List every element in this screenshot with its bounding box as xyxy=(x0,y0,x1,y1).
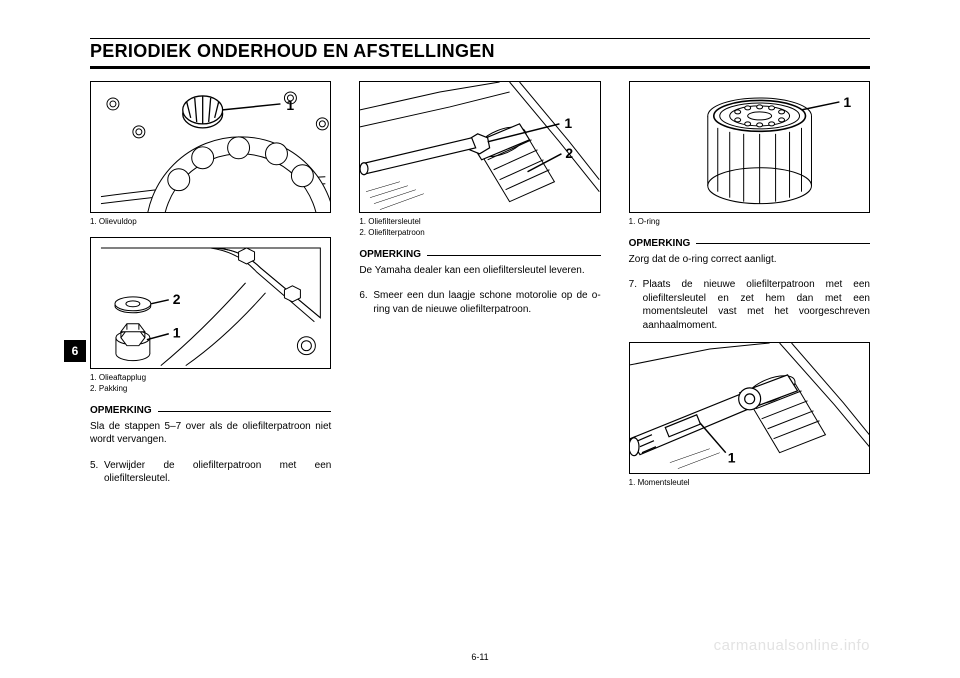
svg-text:1: 1 xyxy=(727,450,735,466)
step-6: 6.Smeer een dun laagje schone motor­olie… xyxy=(373,289,600,316)
column-1: 1 1. Olievuldop xyxy=(90,81,331,498)
svg-text:1: 1 xyxy=(173,325,181,341)
figure-torque-wrench-caption: 1. Momentsleutel xyxy=(629,478,870,488)
step-list: 6.Smeer een dun laagje schone motor­olie… xyxy=(359,289,600,316)
figure-filter-wrench: 1 2 xyxy=(359,81,600,213)
step-7: 7.Plaats de nieuwe oliefilterpatroon met… xyxy=(643,278,870,332)
note-heading: OPMERKING xyxy=(90,404,331,418)
svg-text:1: 1 xyxy=(843,94,851,110)
step-list: 5.Verwijder de oliefilterpatroon met een… xyxy=(90,459,331,486)
chapter-tab: 6 xyxy=(64,340,86,362)
column-3: 1 1. O-ring OPMERKING Zorg dat de o-ring… xyxy=(629,81,870,498)
page-number: 6-11 xyxy=(0,652,960,662)
figure-filter-wrench-caption: 1. Oliefiltersleutel 2. Oliefilterpatroo… xyxy=(359,217,600,239)
figure-o-ring: 1 xyxy=(629,81,870,213)
note-body: De Yamaha dealer kan een oliefiltersleut… xyxy=(359,264,600,278)
step-list: 7.Plaats de nieuwe oliefilterpatroon met… xyxy=(629,278,870,332)
note-body: Sla de stappen 5–7 over als de oliefilte… xyxy=(90,420,331,447)
figure-drain-plug: 2 1 xyxy=(90,237,331,369)
step-5: 5.Verwijder de oliefilterpatroon met een… xyxy=(104,459,331,486)
figure-oil-cap-caption: 1. Olievuldop xyxy=(90,217,331,227)
content-columns: 1 1. Olievuldop xyxy=(90,81,870,498)
figure-drain-plug-caption: 1. Olieaftapplug 2. Pakking xyxy=(90,373,331,395)
figure-oil-cap: 1 xyxy=(90,81,331,213)
note-heading: OPMERKING xyxy=(359,248,600,262)
figure-torque-wrench: 1 xyxy=(629,342,870,474)
note-heading: OPMERKING xyxy=(629,237,870,251)
chapter-number: 6 xyxy=(72,344,79,358)
note-body: Zorg dat de o-ring correct aanligt. xyxy=(629,253,870,267)
column-2: 1 2 1. Oliefiltersleutel 2. Oliefilterpa… xyxy=(359,81,600,498)
svg-text:2: 2 xyxy=(173,291,181,307)
callout-1: 1 xyxy=(286,97,294,113)
page-title: PERIODIEK ONDERHOUD EN AFSTELLINGEN xyxy=(90,38,870,69)
manual-page: PERIODIEK ONDERHOUD EN AFSTELLINGEN 6 xyxy=(0,0,960,678)
figure-o-ring-caption: 1. O-ring xyxy=(629,217,870,227)
svg-text:2: 2 xyxy=(566,145,574,161)
page-title-text: PERIODIEK ONDERHOUD EN AFSTELLINGEN xyxy=(90,41,495,61)
svg-text:1: 1 xyxy=(565,115,573,131)
